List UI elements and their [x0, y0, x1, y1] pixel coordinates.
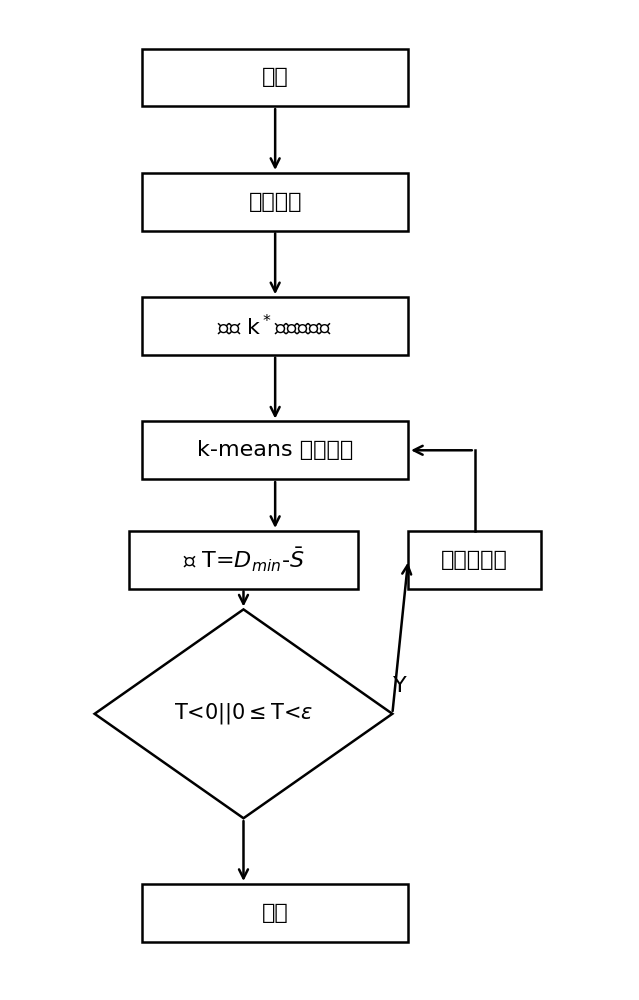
- FancyBboxPatch shape: [130, 531, 357, 589]
- Text: T<0||0$\leq$T<$\varepsilon$: T<0||0$\leq$T<$\varepsilon$: [174, 701, 313, 726]
- FancyBboxPatch shape: [142, 49, 408, 106]
- FancyBboxPatch shape: [142, 421, 408, 479]
- FancyBboxPatch shape: [142, 297, 408, 355]
- Text: 求 T=$D_{min}$-$\bar{S}$: 求 T=$D_{min}$-$\bar{S}$: [183, 546, 304, 574]
- Text: 确认 k$^*$个聚类中心: 确认 k$^*$个聚类中心: [217, 313, 333, 339]
- Text: 微型簇合并: 微型簇合并: [442, 550, 508, 570]
- Text: 结束: 结束: [262, 903, 289, 923]
- FancyBboxPatch shape: [142, 884, 408, 942]
- Text: k-means 聚类算法: k-means 聚类算法: [197, 440, 353, 460]
- Polygon shape: [95, 609, 392, 818]
- Text: 读入数据: 读入数据: [249, 192, 302, 212]
- Text: 开始: 开始: [262, 67, 289, 87]
- FancyBboxPatch shape: [142, 173, 408, 231]
- FancyBboxPatch shape: [408, 531, 541, 589]
- Text: Y: Y: [394, 676, 407, 696]
